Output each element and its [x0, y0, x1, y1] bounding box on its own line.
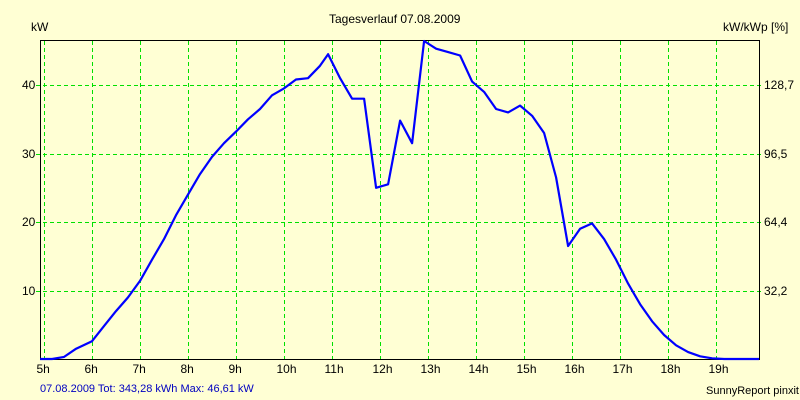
left-axis-unit: kW — [31, 20, 49, 34]
x-tick-label: 12h — [372, 362, 393, 376]
x-tick-label: 6h — [84, 362, 98, 376]
right-y-tick-label: 96,5 — [764, 146, 788, 161]
left-y-tick-label: 40 — [22, 77, 36, 92]
x-tick-label: 18h — [660, 362, 681, 376]
chart-title: Tagesverlauf 07.08.2009 — [329, 12, 461, 26]
x-tick-label: 15h — [516, 362, 537, 376]
x-tick-label: 11h — [324, 362, 344, 376]
x-tick-label: 7h — [132, 362, 146, 376]
right-y-tick-label: 128,7 — [764, 77, 795, 92]
horizontal-gridlines — [36, 85, 763, 292]
x-tick-label: 8h — [180, 362, 194, 376]
right-y-tick-label: 64,4 — [764, 214, 788, 229]
x-tick-label: 13h — [420, 362, 441, 376]
left-y-tick-label: 20 — [22, 214, 36, 229]
right-axis-unit: kW/kWp [%] — [723, 20, 789, 34]
x-tick-label: 9h — [228, 362, 242, 376]
right-y-tick-label: 32,2 — [764, 283, 788, 298]
power-line-series — [40, 39, 759, 361]
x-tick-label: 14h — [468, 362, 489, 376]
x-tick-label: 10h — [276, 362, 297, 376]
x-tick-label: 16h — [564, 362, 585, 376]
daily-summary: 07.08.2009 Tot: 343,28 kWh Max: 46,61 kW — [40, 383, 254, 395]
x-tick-label: 19h — [708, 362, 729, 376]
left-y-tick-label: 30 — [22, 146, 36, 161]
left-y-tick-label: 10 — [22, 283, 36, 298]
x-tick-label: 5h — [36, 362, 50, 376]
vertical-gridlines — [44, 41, 717, 359]
x-tick-label: 17h — [612, 362, 633, 376]
plot-frame — [40, 40, 760, 360]
credit-label: SunnyReport pinxit — [706, 385, 799, 397]
